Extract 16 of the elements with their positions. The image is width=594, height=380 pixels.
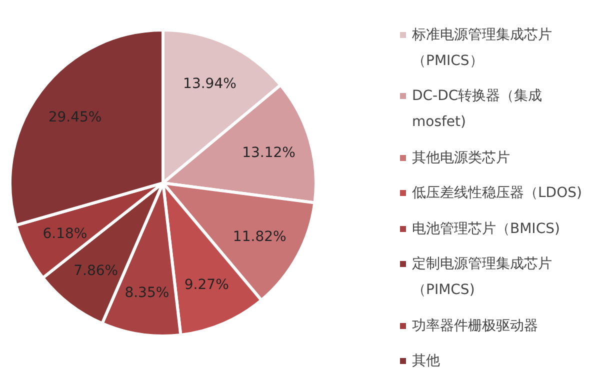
legend-label: 功率器件栅极驱动器 — [412, 316, 538, 336]
legend-label: 低压差线性稳压器（LDOS) — [412, 184, 582, 204]
data-label: 29.45% — [48, 110, 102, 126]
legend-label: DC-DC转换器（集成mosfet) — [412, 87, 544, 132]
data-label: 13.12% — [242, 145, 296, 162]
legend-label: 定制电源管理集成芯片（PIMCS) — [412, 255, 553, 300]
data-label: 9.27% — [184, 277, 229, 294]
legend-label: 电池管理芯片（BMICS) — [412, 220, 560, 239]
legend-label: 标准电源管理集成芯片（PMICS） — [412, 26, 553, 71]
data-label: 8.35% — [124, 284, 170, 301]
data-label: 11.82% — [232, 228, 286, 245]
data-label: 6.18% — [42, 226, 88, 242]
data-label: 7.86% — [74, 263, 118, 280]
data-label: 13.94% — [183, 76, 236, 92]
legend-label: 其他电源类芯片 — [412, 148, 510, 168]
legend-label: 其他 — [412, 352, 440, 371]
